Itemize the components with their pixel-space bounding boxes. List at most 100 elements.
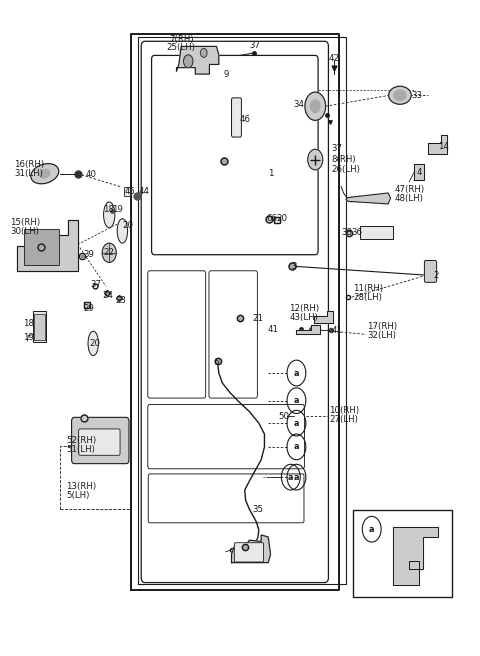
Polygon shape [231,535,271,563]
Ellipse shape [88,331,98,356]
Bar [24,229,59,265]
Text: 46: 46 [240,115,251,123]
Text: 40: 40 [86,171,96,180]
Text: 29: 29 [83,304,94,313]
Text: 16(RH): 16(RH) [14,159,44,169]
FancyBboxPatch shape [234,543,264,562]
Text: 42: 42 [329,54,339,63]
Ellipse shape [117,218,128,243]
Text: 38: 38 [342,228,353,237]
Polygon shape [346,193,391,204]
Text: 23: 23 [115,296,126,305]
Text: 34: 34 [293,100,304,110]
Text: a: a [294,369,299,377]
Ellipse shape [31,163,59,184]
Text: 37: 37 [332,144,343,153]
Polygon shape [428,135,447,154]
Text: 66: 66 [266,215,277,223]
Text: 20: 20 [122,220,133,230]
Text: 9: 9 [224,70,229,79]
Text: 31(LH): 31(LH) [14,169,43,178]
Text: 18: 18 [103,205,114,215]
Text: a: a [369,525,374,534]
Text: 47(RH): 47(RH) [394,185,424,194]
Text: 32(LH): 32(LH) [367,331,396,340]
Text: 36: 36 [351,228,362,237]
Polygon shape [177,47,219,74]
Text: 4: 4 [417,168,422,177]
Text: 43(LH): 43(LH) [289,312,318,321]
Bar [124,186,130,195]
Polygon shape [297,325,320,335]
Text: 21: 21 [252,314,264,323]
Text: 13(RH): 13(RH) [66,482,96,491]
Text: a: a [294,396,299,405]
Text: 20: 20 [276,215,288,223]
Text: 37: 37 [90,280,101,289]
FancyBboxPatch shape [424,260,437,282]
Circle shape [305,92,325,120]
Text: 3: 3 [292,262,297,271]
Text: 1: 1 [268,169,274,178]
Text: 41: 41 [331,326,342,335]
Text: 10(RH): 10(RH) [329,406,360,415]
Bar [33,312,46,342]
Text: 41: 41 [268,325,279,334]
Text: 6: 6 [213,358,219,367]
Circle shape [102,243,116,262]
Text: a: a [294,419,299,428]
Text: 11(RH): 11(RH) [353,284,383,293]
Ellipse shape [40,169,50,178]
Text: 45: 45 [124,187,135,196]
Text: 7(RH): 7(RH) [169,35,193,44]
Text: 24: 24 [102,291,113,300]
Bar [60,446,131,509]
Text: 17(RH): 17(RH) [367,321,397,331]
Text: 52(RH): 52(RH) [66,436,96,445]
Text: 37: 37 [250,41,261,50]
Polygon shape [16,220,78,272]
Text: 22: 22 [104,248,115,256]
Text: 19: 19 [23,333,34,342]
Ellipse shape [104,202,115,228]
Text: 50: 50 [278,411,289,420]
FancyBboxPatch shape [152,55,318,255]
Text: 51(LH): 51(LH) [66,445,95,454]
Text: 2: 2 [433,271,438,279]
Bar [360,226,393,239]
Text: 18: 18 [23,319,34,328]
Text: 14: 14 [438,142,449,151]
Text: 5(LH): 5(LH) [66,491,89,500]
Text: 15(RH): 15(RH) [11,218,41,227]
Circle shape [183,54,193,68]
Polygon shape [414,164,424,180]
Text: a: a [288,473,294,482]
Text: 44: 44 [139,187,150,196]
Text: 19: 19 [112,205,123,215]
Text: 12(RH): 12(RH) [289,304,320,312]
Text: 28(LH): 28(LH) [353,293,382,302]
Text: a: a [294,473,299,482]
Text: a: a [294,442,299,451]
FancyBboxPatch shape [231,98,241,137]
Text: 26(LH): 26(LH) [332,165,360,174]
Text: 27(LH): 27(LH) [329,415,358,424]
Text: 33: 33 [412,91,423,100]
Text: 48(LH): 48(LH) [394,194,423,203]
Polygon shape [314,312,333,323]
Text: 39: 39 [84,249,95,258]
Circle shape [311,100,320,113]
Polygon shape [393,527,438,585]
FancyBboxPatch shape [72,417,129,464]
Circle shape [201,49,207,57]
Text: 35: 35 [252,505,264,514]
Text: 20: 20 [89,339,100,348]
FancyBboxPatch shape [79,429,120,455]
Text: 30(LH): 30(LH) [11,227,39,236]
Text: 8(RH): 8(RH) [332,155,356,164]
Text: 25(LH): 25(LH) [167,43,196,52]
Bar [35,314,45,340]
Ellipse shape [394,90,406,100]
Circle shape [308,150,323,170]
Bar [353,510,452,597]
